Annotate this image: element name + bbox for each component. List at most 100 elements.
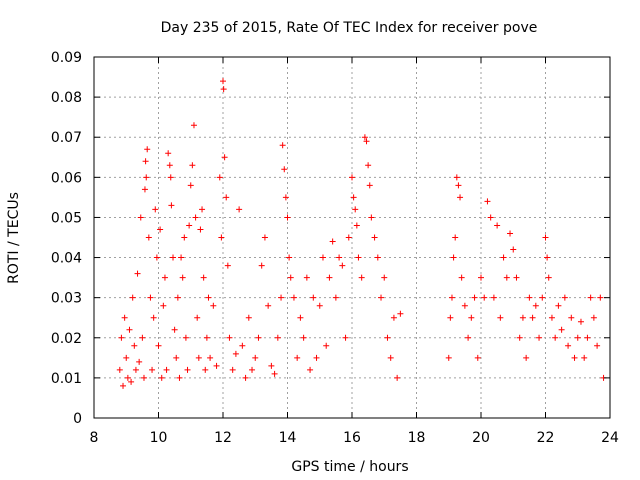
- data-point: [194, 314, 201, 321]
- data-point: [313, 354, 320, 361]
- data-point: [371, 234, 378, 241]
- data-point: [474, 354, 481, 361]
- data-point: [268, 362, 275, 369]
- data-point: [153, 254, 160, 261]
- data-point: [519, 314, 526, 321]
- data-point: [574, 334, 581, 341]
- data-point: [461, 302, 468, 309]
- data-point: [232, 350, 239, 357]
- data-point: [516, 334, 523, 341]
- data-point: [381, 274, 388, 281]
- data-point: [448, 294, 455, 301]
- data-point: [176, 374, 183, 381]
- data-point: [220, 78, 226, 85]
- data-point: [186, 222, 193, 229]
- y-axis-label: ROTI / TECUs: [6, 192, 22, 284]
- data-point: [205, 294, 212, 301]
- data-point: [137, 214, 144, 221]
- data-points: [116, 78, 607, 389]
- data-point: [297, 314, 304, 321]
- data-point: [171, 326, 178, 333]
- data-point: [500, 254, 507, 261]
- data-point: [378, 294, 385, 301]
- data-point: [363, 138, 370, 145]
- data-point: [129, 294, 136, 301]
- data-point: [336, 254, 343, 261]
- data-point: [497, 314, 504, 321]
- data-point: [507, 230, 514, 237]
- data-point: [552, 334, 559, 341]
- x-tick-label: 18: [408, 430, 426, 446]
- data-point: [118, 334, 125, 341]
- y-tick-label: 0.04: [51, 251, 82, 267]
- data-point: [510, 246, 517, 253]
- data-point: [271, 370, 278, 377]
- x-tick-label: 12: [214, 430, 232, 446]
- data-point: [352, 206, 359, 213]
- data-point: [350, 194, 357, 201]
- data-point: [307, 366, 314, 373]
- data-point: [195, 354, 202, 361]
- data-point: [145, 234, 152, 241]
- data-point: [300, 334, 307, 341]
- data-point: [149, 366, 156, 373]
- data-point: [587, 294, 594, 301]
- data-point: [182, 334, 189, 341]
- data-point: [281, 166, 288, 173]
- data-point: [192, 214, 199, 221]
- data-point: [323, 342, 330, 349]
- data-point: [503, 274, 510, 281]
- data-point: [366, 182, 373, 189]
- y-tick-label: 0.06: [51, 170, 82, 186]
- data-point: [278, 294, 285, 301]
- data-point: [126, 326, 133, 333]
- data-point: [223, 194, 230, 201]
- data-point: [561, 294, 568, 301]
- y-tick-label: 0.08: [51, 90, 82, 106]
- data-point: [458, 274, 465, 281]
- data-point: [197, 226, 204, 233]
- data-point: [174, 294, 181, 301]
- chart-title: Day 235 of 2015, Rate Of TEC Index for r…: [161, 20, 538, 36]
- data-point: [526, 294, 533, 301]
- data-point: [150, 314, 157, 321]
- data-point: [590, 314, 597, 321]
- data-point: [361, 134, 368, 141]
- data-point: [545, 274, 552, 281]
- data-point: [168, 202, 175, 209]
- y-tick-label: 0.05: [51, 210, 82, 226]
- data-point: [481, 294, 488, 301]
- data-point: [329, 238, 336, 245]
- data-point: [345, 234, 352, 241]
- data-point: [365, 162, 372, 169]
- data-point: [163, 366, 170, 373]
- data-point: [282, 194, 289, 201]
- data-point: [529, 314, 536, 321]
- data-point: [258, 262, 265, 269]
- data-point: [536, 334, 543, 341]
- data-point: [189, 162, 196, 169]
- data-point: [202, 366, 209, 373]
- data-point: [139, 334, 146, 341]
- data-point: [213, 362, 220, 369]
- data-point: [261, 234, 268, 241]
- data-point: [220, 86, 227, 93]
- data-point: [121, 314, 128, 321]
- data-point: [294, 354, 301, 361]
- data-point: [490, 294, 497, 301]
- data-point: [555, 302, 562, 309]
- data-point: [445, 354, 452, 361]
- data-point: [558, 326, 565, 333]
- data-point: [494, 222, 501, 229]
- data-point: [245, 314, 252, 321]
- data-point: [207, 354, 214, 361]
- data-point: [397, 310, 404, 317]
- data-point: [116, 366, 123, 373]
- data-point: [523, 354, 530, 361]
- data-point: [532, 302, 539, 309]
- data-point: [221, 154, 228, 161]
- data-point: [187, 182, 194, 189]
- y-tick-label: 0.07: [51, 130, 82, 146]
- data-point: [120, 382, 127, 389]
